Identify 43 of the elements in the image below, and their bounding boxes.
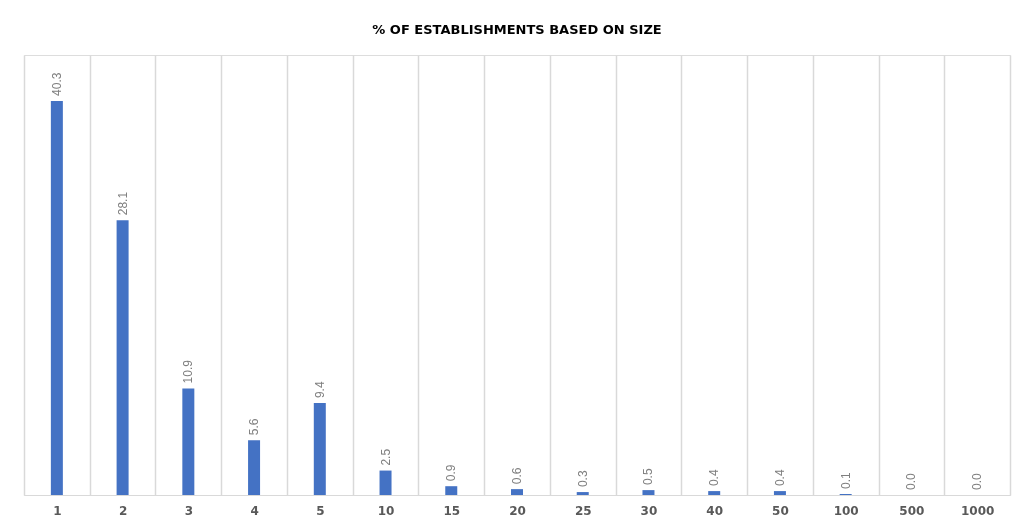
- bar: [50, 100, 63, 495]
- x-tick-label: 30: [640, 503, 658, 518]
- data-label: 0.6: [510, 467, 524, 485]
- x-tick-label: 15: [443, 503, 461, 518]
- x-tick-label: 4: [250, 503, 259, 518]
- x-tick-label: 2: [118, 503, 128, 518]
- bar: [248, 440, 261, 495]
- bar: [379, 470, 392, 495]
- data-label: 9.4: [312, 381, 327, 399]
- bar: [116, 220, 129, 495]
- data-label: 0.4: [772, 469, 787, 487]
- chart-title: % OF ESTABLISHMENTS BASED ON SIZE: [372, 22, 662, 37]
- bar: [182, 388, 195, 495]
- bar: [773, 491, 786, 495]
- data-label: 0.4: [707, 469, 722, 487]
- x-tick-label: 1000: [960, 503, 995, 518]
- bar: [642, 490, 655, 495]
- data-label: 0.5: [641, 468, 656, 486]
- data-label: 10.9: [181, 359, 196, 384]
- data-label: 0.1: [838, 472, 853, 490]
- x-tick-label: 500: [899, 503, 925, 518]
- x-tick-label: 5: [316, 503, 325, 518]
- x-tick-label: 1: [53, 503, 62, 518]
- data-label: 2.5: [378, 448, 393, 466]
- bar: [445, 486, 458, 495]
- data-label: 40.3: [49, 72, 64, 96]
- bar: [313, 403, 326, 495]
- x-tick-label: 100: [833, 503, 859, 518]
- data-label: 28.1: [115, 191, 130, 216]
- data-label: 5.6: [247, 418, 262, 436]
- x-tick-label: 10: [377, 503, 395, 518]
- bar: [511, 489, 523, 495]
- bar: [708, 491, 721, 495]
- data-label: 0.0: [970, 472, 985, 490]
- bar: [576, 492, 589, 495]
- data-label: 0.3: [575, 470, 590, 488]
- x-tick-label: 50: [772, 503, 789, 518]
- x-tick-label: 20: [509, 503, 526, 518]
- x-tick-label: 40: [706, 503, 724, 518]
- data-label: 0.0: [904, 472, 919, 490]
- x-tick-label: 25: [574, 503, 592, 518]
- data-label: 0.9: [444, 464, 459, 482]
- x-tick-label: 3: [184, 503, 194, 518]
